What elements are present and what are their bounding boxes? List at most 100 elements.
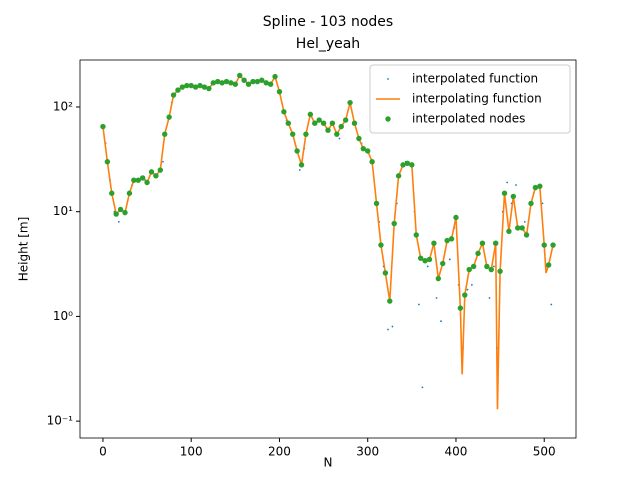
node-marker — [267, 81, 274, 87]
node-marker — [435, 275, 442, 282]
node-marker — [470, 263, 477, 270]
legend-label: interpolated function — [412, 72, 538, 86]
function-point — [515, 184, 517, 186]
function-point — [162, 160, 164, 163]
plot-area — [100, 72, 556, 410]
legend-swatch — [385, 116, 391, 122]
chart-title: Spline - 103 nodes — [263, 14, 393, 30]
node-marker — [497, 268, 503, 274]
node-marker — [338, 123, 344, 130]
node-marker — [254, 78, 261, 85]
node-marker — [391, 220, 397, 227]
function-point — [488, 297, 491, 299]
node-marker — [320, 120, 327, 126]
node-marker — [245, 81, 252, 87]
node-marker — [378, 242, 384, 248]
node-marker — [276, 88, 283, 95]
function-point — [541, 202, 544, 205]
node-marker — [294, 148, 300, 154]
node-marker — [479, 240, 486, 246]
node-marker — [387, 298, 393, 304]
node-marker — [448, 236, 455, 242]
node-marker — [289, 131, 296, 137]
node-marker — [351, 120, 358, 126]
node-marker — [431, 240, 437, 246]
node-marker — [382, 270, 389, 276]
node-marker — [184, 82, 190, 89]
y-tick-label: 10⁰ — [53, 309, 73, 323]
node-marker — [210, 80, 216, 86]
node-marker — [219, 80, 225, 86]
node-marker — [104, 159, 111, 165]
node-marker — [206, 85, 212, 92]
function-point — [418, 303, 420, 306]
node-marker — [298, 162, 305, 168]
node-marker — [272, 73, 278, 80]
node-marker — [228, 80, 234, 86]
node-marker — [417, 255, 424, 261]
node-marker — [232, 81, 239, 87]
node-marker — [162, 131, 168, 137]
node-marker — [192, 84, 199, 90]
node-marker — [157, 167, 164, 173]
function-point — [466, 288, 469, 291]
node-marker — [109, 190, 115, 196]
node-marker — [369, 159, 375, 165]
node-marker — [360, 145, 367, 152]
x-tick-label: 100 — [180, 445, 203, 459]
node-marker — [347, 99, 353, 106]
node-marker — [400, 162, 406, 168]
function-point — [338, 137, 341, 140]
function-point — [506, 181, 509, 184]
x-tick-label: 500 — [533, 445, 556, 459]
y-axis-label: Height [m] — [17, 217, 31, 282]
function-point — [435, 297, 438, 299]
node-marker — [422, 258, 428, 264]
y-tick-label: 10⁻¹ — [47, 414, 74, 428]
x-tick-label: 300 — [356, 445, 379, 459]
node-marker — [179, 84, 186, 90]
node-marker — [515, 225, 521, 231]
node-marker — [175, 87, 181, 93]
function-point — [523, 220, 526, 223]
node-marker — [285, 120, 291, 126]
node-marker — [329, 120, 336, 126]
node-marker — [281, 109, 287, 115]
node-marker — [395, 173, 402, 179]
node-marker — [241, 77, 247, 83]
legend-swatch — [387, 78, 389, 80]
node-marker — [440, 260, 446, 267]
node-marker — [303, 131, 309, 137]
node-marker — [409, 162, 415, 168]
node-marker — [139, 175, 146, 181]
node-marker — [131, 177, 137, 183]
node-marker — [316, 117, 322, 123]
legend-label: interpolating function — [412, 92, 542, 106]
legend-box — [369, 64, 571, 134]
node-marker — [342, 117, 349, 123]
node-marker — [259, 77, 265, 83]
node-marker — [466, 266, 472, 273]
function-point — [448, 258, 451, 261]
node-marker — [550, 242, 556, 248]
chart-subtitle: Hel_yeah — [296, 36, 360, 52]
node-marker — [462, 292, 468, 298]
function-point — [421, 386, 424, 389]
x-tick-label: 0 — [99, 445, 107, 459]
node-marker — [413, 232, 419, 238]
node-marker — [188, 82, 194, 89]
function-point — [426, 265, 429, 268]
node-marker — [237, 72, 243, 79]
function-point — [470, 283, 473, 286]
node-marker — [453, 214, 459, 221]
node-marker — [528, 200, 534, 207]
function-point — [391, 325, 394, 328]
node-marker — [126, 190, 133, 196]
node-marker — [356, 135, 362, 142]
x-tick-label: 400 — [445, 445, 468, 459]
node-marker — [404, 160, 411, 166]
node-marker — [545, 262, 552, 268]
node-marker — [135, 177, 141, 183]
y-tick-label: 10² — [53, 99, 73, 113]
node-marker — [325, 127, 331, 133]
